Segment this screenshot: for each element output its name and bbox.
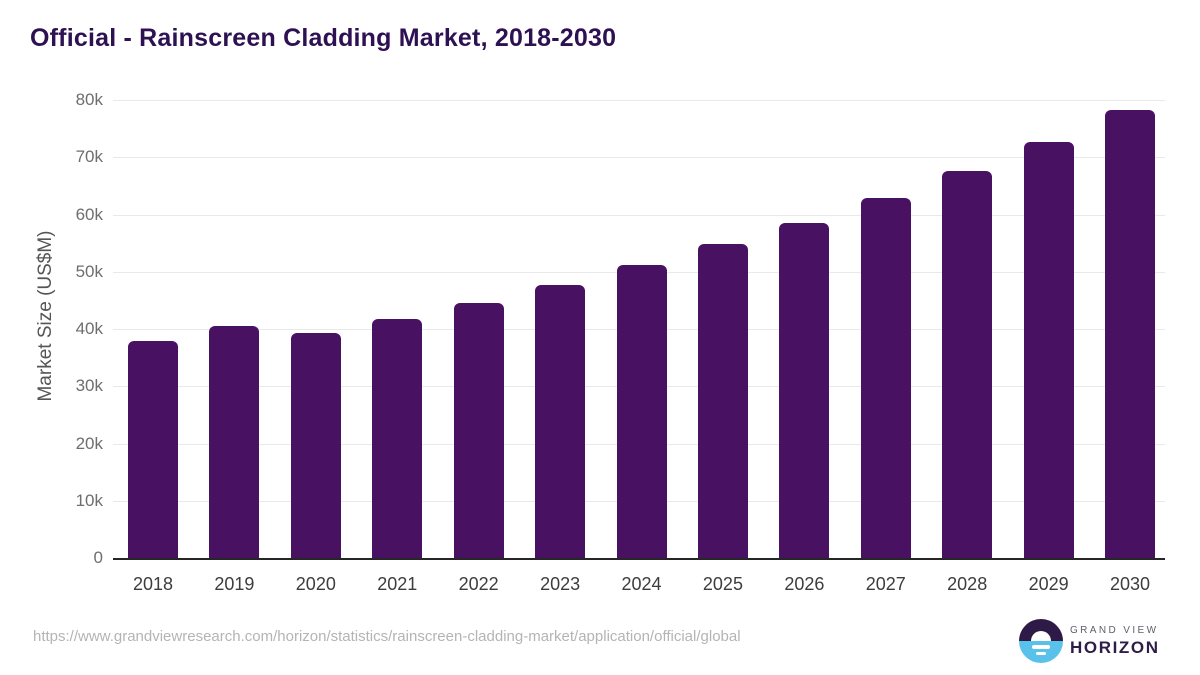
y-tick-label-30k: 30k xyxy=(75,376,103,396)
y-tick-label-70k: 70k xyxy=(75,147,103,167)
x-tick-label-2022: 2022 xyxy=(458,574,499,594)
chart-title: Official - Rainscreen Cladding Market, 2… xyxy=(30,24,617,52)
gridline-60k xyxy=(113,214,1165,216)
y-tick-label-60k: 60k xyxy=(75,204,103,224)
x-tick-label-2030: 2030 xyxy=(1110,574,1151,594)
bar-2020 xyxy=(290,333,341,558)
y-tick-label-0: 0 xyxy=(93,548,103,567)
bar-2024 xyxy=(616,265,667,558)
x-tick-label-2028: 2028 xyxy=(947,574,988,594)
bar-2019 xyxy=(209,326,260,558)
y-tick-label-20k: 20k xyxy=(75,433,103,453)
bar-2018 xyxy=(128,341,178,558)
bar-2025 xyxy=(697,244,748,558)
x-tick-label-2023: 2023 xyxy=(540,574,581,594)
bar-2023 xyxy=(535,285,586,558)
bar-2027 xyxy=(860,198,911,558)
reflection-line-2 xyxy=(1036,652,1046,655)
x-tick-label-2018: 2018 xyxy=(132,574,174,594)
x-tick-label-2029: 2029 xyxy=(1028,574,1069,594)
plot-area xyxy=(113,100,1165,560)
y-tick-label-50k: 50k xyxy=(75,261,103,281)
x-tick-label-2020: 2020 xyxy=(295,574,336,594)
logo-text: GRAND VIEW HORIZON xyxy=(1070,625,1160,658)
x-tick-label-2026: 2026 xyxy=(784,574,825,594)
gridline-80k xyxy=(113,100,1165,101)
logo-brand-top: GRAND VIEW xyxy=(1070,624,1159,636)
bar-2026 xyxy=(779,223,830,558)
y-tick-label-40k: 40k xyxy=(75,319,103,338)
sun-arch-shape xyxy=(1031,631,1051,641)
bar-2022 xyxy=(453,303,504,558)
horizon-sun-icon xyxy=(1019,619,1063,663)
x-tick-label-2027: 2027 xyxy=(865,574,906,594)
x-tick-label-2019: 2019 xyxy=(214,574,255,594)
bar-2028 xyxy=(942,171,993,558)
logo-brand-bottom: HORIZON xyxy=(1070,637,1160,657)
x-tick-label-2021: 2021 xyxy=(377,574,418,594)
grand-view-horizon-logo: GRAND VIEW HORIZON xyxy=(1019,619,1160,663)
x-tick-label-2025: 2025 xyxy=(702,574,743,594)
source-url: https://www.grandviewresearch.com/horizo… xyxy=(33,628,741,645)
reflection-line-1 xyxy=(1032,645,1050,649)
x-tick-label-2024: 2024 xyxy=(621,574,662,594)
bar-2021 xyxy=(372,319,423,558)
bar-2029 xyxy=(1023,142,1074,558)
bar-2030 xyxy=(1105,110,1156,558)
gridline-70k xyxy=(113,157,1165,159)
y-tick-label-10k: 10k xyxy=(75,490,103,510)
y-tick-label-80k: 80k xyxy=(75,90,103,109)
